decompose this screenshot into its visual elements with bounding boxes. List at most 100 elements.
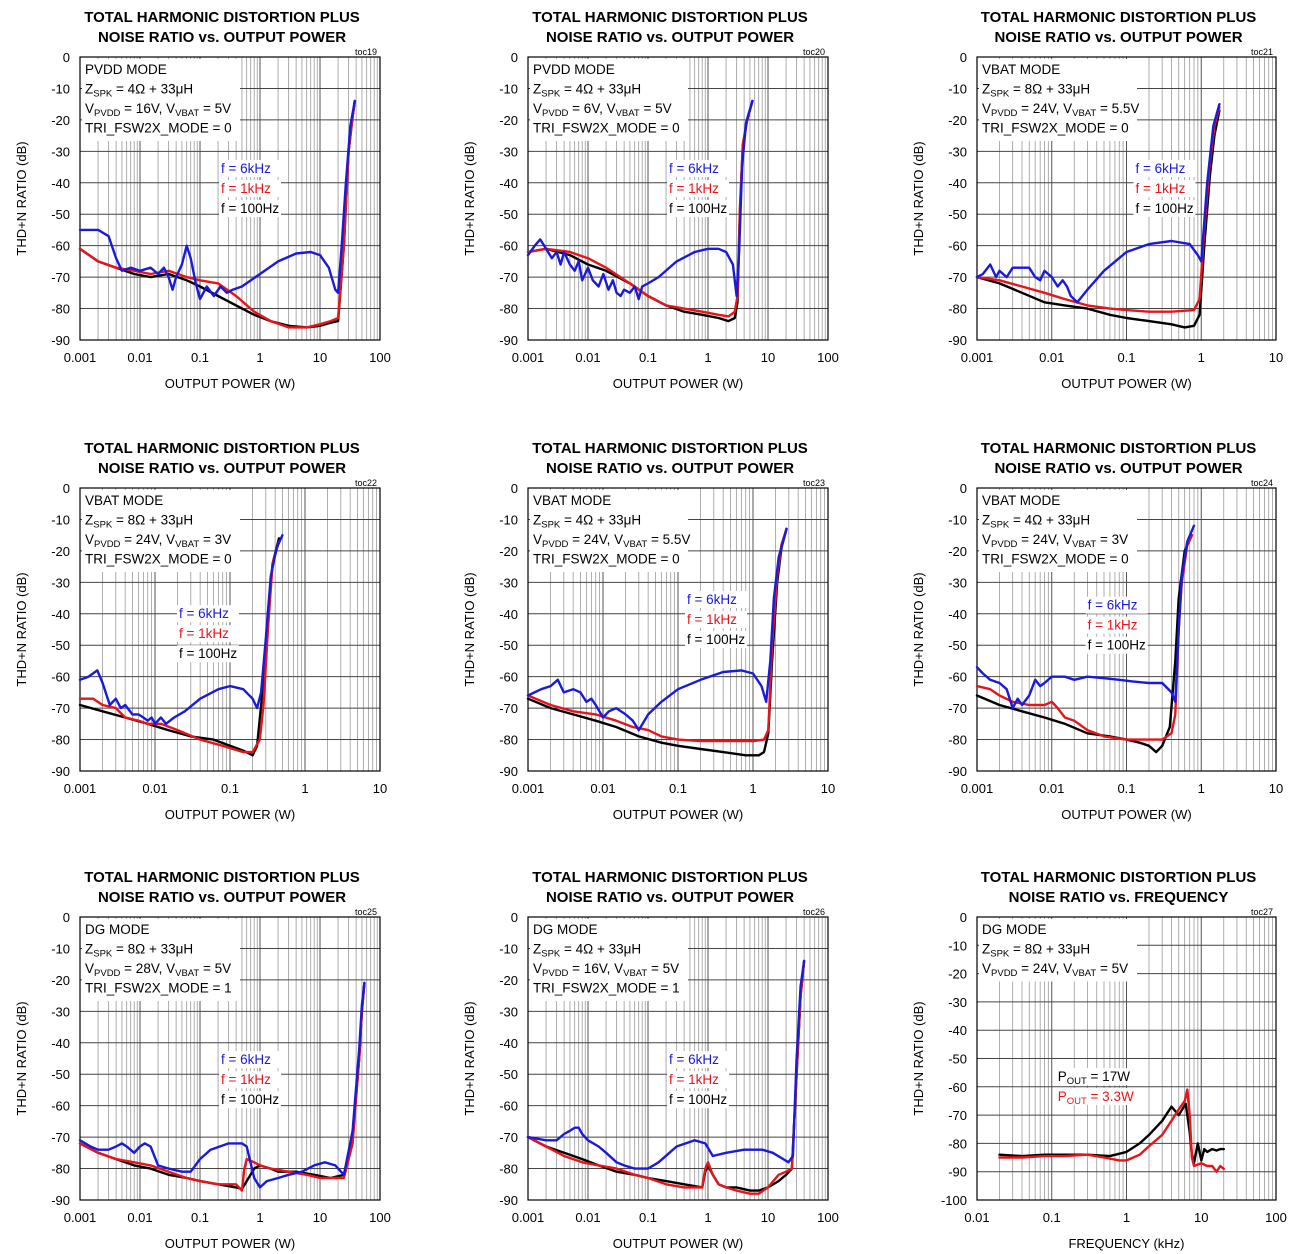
chart-title: TOTAL HARMONIC DISTORTION PLUS [532, 9, 808, 26]
y-tick-label: -60 [51, 670, 70, 685]
y-tick-label: -90 [948, 764, 967, 779]
y-tick-label: -10 [499, 512, 518, 527]
legend-entry: f = 1kHz [1088, 618, 1138, 633]
legend-background [667, 160, 729, 178]
condition-text: VBAT MODE [533, 493, 611, 508]
y-tick-label: -10 [948, 938, 967, 953]
x-tick-label: 100 [369, 1210, 391, 1225]
condition-line: VBAT MODE [982, 493, 1060, 508]
y-tick-label: -20 [51, 973, 70, 988]
legend-background [667, 200, 729, 218]
x-tick-label: 0.001 [64, 350, 97, 365]
x-tick-label: 10 [1269, 781, 1283, 796]
y-tick-label: -10 [51, 81, 70, 96]
y-tick-label: -80 [51, 733, 70, 748]
y-tick-label: 0 [63, 910, 70, 925]
condition-text: = 4Ω + 33μH [560, 513, 641, 528]
condition-text: DG MODE [533, 922, 598, 937]
condition-line: VPVDD = 24V, VVBAT = 5.5V [982, 101, 1139, 119]
y-tick-label: -50 [948, 638, 967, 653]
condition-text: = 8Ω + 33μH [1009, 942, 1090, 957]
legend-text: f = 100Hz [1135, 201, 1193, 216]
y-tick-label: -50 [51, 207, 70, 222]
y-tick-label: -60 [499, 670, 518, 685]
condition-text: TRI_FSW2X_MODE = 0 [982, 121, 1129, 136]
y-tick-label: -70 [948, 270, 967, 285]
y-tick-label: -20 [499, 544, 518, 559]
conditions-background [979, 490, 1137, 572]
condition-line: TRI_FSW2X_MODE = 0 [982, 121, 1129, 136]
condition-text: = 4Ω + 33μH [560, 942, 641, 957]
conditions-background [530, 490, 688, 572]
conditions-background [979, 59, 1137, 141]
series-line [975, 109, 1221, 329]
y-tick-label: -60 [948, 1080, 967, 1095]
condition-line: TRI_FSW2X_MODE = 0 [982, 552, 1129, 567]
y-tick-label: -40 [51, 1036, 70, 1051]
y-tick-label: 0 [511, 481, 518, 496]
legend-subscript: OUT [1067, 1076, 1087, 1087]
condition-line: ZSPK = 8Ω + 33μH [982, 942, 1090, 960]
legend-background [219, 1051, 281, 1069]
legend-background [667, 1051, 729, 1069]
x-tick-label: 10 [1269, 350, 1283, 365]
condition-text: = 5V [199, 961, 231, 976]
condition-line: VPVDD = 28V, VVBAT = 5V [85, 961, 231, 979]
x-tick-label: 0.001 [512, 350, 545, 365]
series-line [78, 534, 284, 725]
y-tick-label: -40 [948, 176, 967, 191]
plot-frame [79, 487, 381, 772]
legend-text: f = 6kHz [221, 161, 271, 176]
chart-title: TOTAL HARMONIC DISTORTION PLUS [981, 869, 1257, 886]
x-tick-label: 0.01 [964, 1210, 989, 1225]
series-line [526, 959, 806, 1170]
legend-background [1133, 180, 1196, 198]
y-tick-label: -30 [51, 575, 70, 590]
y-axis-label: THD+N RATIO (dB) [14, 141, 29, 255]
chart-toc21: TOTAL HARMONIC DISTORTION PLUS NOISE RATI… [911, 9, 1283, 391]
legend-background [1133, 200, 1196, 218]
condition-subscript: PVDD [991, 108, 1018, 119]
series-line [975, 524, 1196, 710]
y-tick-label: -80 [499, 733, 518, 748]
x-tick-label: 0.01 [1039, 781, 1064, 796]
condition-text: VBAT MODE [982, 62, 1060, 77]
legend-text: f = 100Hz [669, 1092, 727, 1107]
x-tick-label: 0.01 [575, 1210, 600, 1225]
legend-background [219, 1091, 281, 1109]
condition-line: DG MODE [982, 922, 1047, 937]
condition-subscript: PVDD [542, 539, 569, 550]
condition-text: V [982, 961, 991, 976]
condition-subscript: VBAT [1072, 968, 1096, 979]
series-line [78, 99, 356, 301]
condition-text: PVDD MODE [85, 62, 167, 77]
condition-text: Z [982, 513, 990, 528]
legend-background [219, 160, 281, 178]
condition-text: Z [533, 82, 541, 97]
y-tick-label: -100 [941, 1193, 967, 1208]
y-tick-label: -30 [948, 575, 967, 590]
condition-text: V [85, 961, 94, 976]
y-tick-label: -80 [51, 302, 70, 317]
y-tick-label: -90 [948, 333, 967, 348]
x-tick-label: 0.001 [64, 781, 97, 796]
legend-text: P [1058, 1069, 1067, 1084]
chart-toc26: TOTAL HARMONIC DISTORTION PLUS NOISE RATI… [462, 869, 839, 1251]
series-line [526, 959, 806, 1195]
chart-title: TOTAL HARMONIC DISTORTION PLUS [532, 440, 808, 457]
y-tick-label: -80 [499, 302, 518, 317]
chart-title: TOTAL HARMONIC DISTORTION PLUS [981, 440, 1257, 457]
legend-background [177, 605, 239, 623]
condition-text: V [85, 101, 94, 116]
y-tick-label: -80 [948, 302, 967, 317]
x-tick-label: 0.1 [191, 350, 209, 365]
condition-line: ZSPK = 8Ω + 33μH [85, 513, 193, 531]
condition-subscript: SPK [541, 89, 561, 100]
chart-title: NOISE RATIO vs. OUTPUT POWER [98, 460, 346, 477]
x-tick-label: 0.001 [961, 781, 994, 796]
